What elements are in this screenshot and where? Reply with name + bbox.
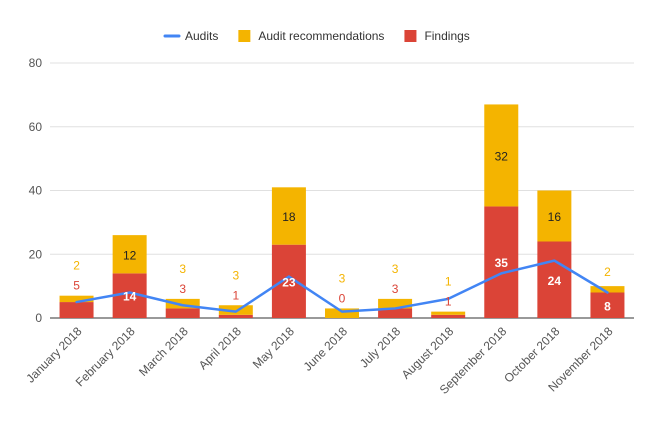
bar-audit-recommendations xyxy=(537,190,572,242)
data-label-findings: 23 xyxy=(282,275,296,289)
data-label-audit-recommendations: 2 xyxy=(73,259,80,273)
bar-findings xyxy=(271,244,306,318)
legend-swatch-findings xyxy=(404,30,417,42)
data-label-audit-recommendations: 16 xyxy=(548,210,562,224)
data-label-findings: 3 xyxy=(179,282,186,296)
data-label-findings: 8 xyxy=(604,299,611,313)
x-tick-label: March 2018 xyxy=(136,324,191,379)
legend-swatch-audit-recommendations xyxy=(238,30,251,42)
y-tick-label: 20 xyxy=(29,247,43,261)
y-tick-label: 60 xyxy=(29,120,43,134)
x-tick-label: June 2018 xyxy=(301,324,351,374)
bar-audit-recommendations xyxy=(59,295,94,303)
data-label-audit-recommendations: 18 xyxy=(282,210,296,224)
legend-label: Findings xyxy=(424,29,469,43)
bar-audit-recommendations xyxy=(271,187,306,245)
data-label-findings: 35 xyxy=(495,256,509,270)
bar-audit-recommendations xyxy=(484,104,519,207)
x-tick-label: April 2018 xyxy=(196,324,244,372)
data-label-audit-recommendations: 2 xyxy=(604,265,611,279)
bar-audit-recommendations xyxy=(590,286,625,293)
legend-label: Audit recommendations xyxy=(258,29,384,43)
data-label-findings: 14 xyxy=(123,290,137,304)
data-label-audit-recommendations: 1 xyxy=(445,275,452,289)
bar-findings xyxy=(59,302,94,318)
x-tick-label: July 2018 xyxy=(357,324,403,370)
bar-audit-recommendations xyxy=(325,308,359,318)
data-label-findings: 0 xyxy=(339,291,346,305)
y-tick-label: 40 xyxy=(29,184,43,198)
data-label-findings: 24 xyxy=(548,274,562,288)
y-tick-label: 80 xyxy=(29,56,43,70)
data-label-audit-recommendations: 3 xyxy=(232,268,239,282)
audits-line-layer xyxy=(75,259,609,313)
y-tick-label: 0 xyxy=(35,311,42,325)
x-tick-label: May 2018 xyxy=(250,324,297,371)
bar-audit-recommendations xyxy=(431,311,466,315)
data-label-audit-recommendations: 3 xyxy=(179,262,186,276)
bar-findings xyxy=(431,314,466,318)
bar-findings xyxy=(537,241,572,318)
bar-findings xyxy=(590,292,625,318)
bar-audit-recommendations xyxy=(378,298,413,309)
legend: Audits Audit recommendations Findings xyxy=(163,29,470,43)
bar-audit-recommendations xyxy=(112,235,147,274)
bar-audit-recommendations xyxy=(165,298,200,309)
bar-findings xyxy=(165,308,200,318)
bar-findings xyxy=(218,314,253,318)
data-label-findings: 3 xyxy=(392,282,399,296)
bars xyxy=(59,104,625,318)
data-label-audit-recommendations: 32 xyxy=(495,149,509,163)
data-label-findings: 1 xyxy=(232,288,239,302)
data-label-audit-recommendations: 3 xyxy=(392,262,399,276)
data-label-findings: 5 xyxy=(73,279,80,293)
legend-label: Audits xyxy=(185,29,218,43)
bar-audit-recommendations xyxy=(218,305,253,315)
data-label-audit-recommendations: 3 xyxy=(339,271,346,285)
x-tick-label: August 2018 xyxy=(399,324,457,382)
bar-findings xyxy=(378,308,413,318)
data-label-findings: 1 xyxy=(445,295,452,309)
data-label-audit-recommendations: 12 xyxy=(123,248,137,262)
bar-findings xyxy=(484,206,519,318)
